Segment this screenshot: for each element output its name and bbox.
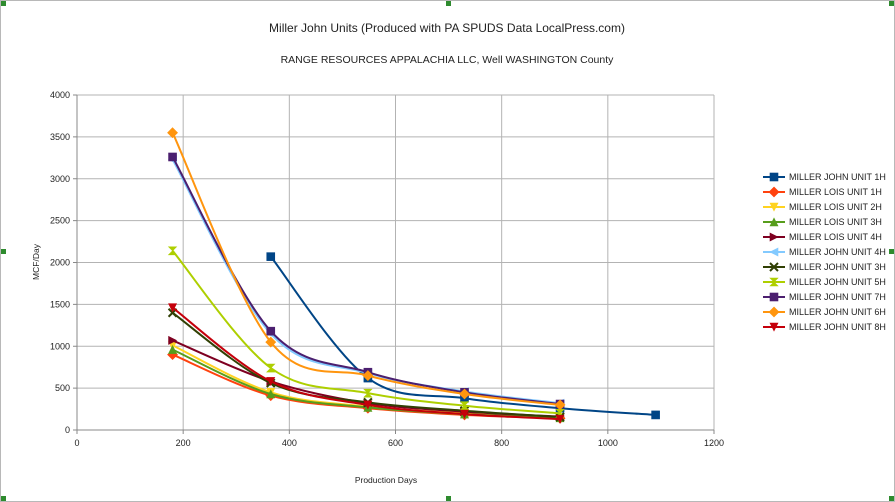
x-tick-label: 1000	[598, 438, 618, 448]
y-tick-label: 4000	[50, 90, 70, 100]
data-point	[266, 252, 276, 261]
resize-handle-top-middle[interactable]	[446, 1, 451, 6]
legend-item: MILLER LOIS UNIT 1H	[763, 186, 882, 198]
y-tick-label: 1500	[50, 299, 70, 309]
legend-item: MILLER JOHN UNIT 4H	[763, 247, 886, 257]
legend-label: MILLER JOHN UNIT 6H	[789, 307, 886, 317]
data-point	[168, 344, 178, 354]
resize-handle-bottom-left[interactable]	[1, 496, 6, 501]
legend-label: MILLER JOHN UNIT 4H	[789, 247, 886, 257]
y-tick-label: 2000	[50, 258, 70, 268]
legend-swatch-marker	[769, 217, 779, 227]
legend-swatch-marker	[769, 292, 779, 302]
legend-label: MILLER JOHN UNIT 3H	[789, 262, 886, 272]
legend-item: MILLER JOHN UNIT 5H	[763, 277, 886, 287]
x-tick-label: 200	[176, 438, 191, 448]
legend-swatch-marker	[769, 232, 779, 242]
data-point	[168, 335, 178, 345]
data-point	[168, 303, 178, 313]
series-line	[172, 311, 561, 418]
resize-handle-top-right[interactable]	[889, 1, 894, 6]
resize-handle-bottom-right[interactable]	[889, 496, 894, 501]
legend-label: MILLER LOIS UNIT 4H	[789, 232, 882, 242]
data-point	[167, 127, 178, 139]
y-tick-label: 0	[65, 425, 70, 435]
legend-item: MILLER JOHN UNIT 8H	[763, 322, 886, 332]
resize-handle-top-left[interactable]	[1, 1, 6, 6]
legend-item: MILLER JOHN UNIT 6H	[763, 306, 886, 318]
data-point	[167, 246, 178, 256]
series-8	[168, 152, 565, 409]
legend-item: MILLER JOHN UNIT 1H	[763, 172, 886, 182]
data-point	[266, 377, 276, 387]
x-tick-label: 1200	[704, 438, 724, 448]
legend-swatch-marker	[769, 262, 779, 272]
chart-title: Miller John Units (Produced with PA SPUD…	[269, 21, 625, 35]
resize-handle-middle-right[interactable]	[889, 249, 894, 254]
legend-label: MILLER JOHN UNIT 1H	[789, 172, 886, 182]
y-tick-label: 3500	[50, 132, 70, 142]
y-tick-label: 1000	[50, 341, 70, 351]
data-point	[363, 400, 373, 410]
legend-swatch-marker	[768, 306, 780, 318]
series-7	[167, 246, 565, 418]
y-tick-label: 500	[55, 383, 70, 393]
legend-item: MILLER JOHN UNIT 3H	[763, 262, 886, 272]
y-tick-label: 3000	[50, 174, 70, 184]
y-axis-title: MCF/Day	[31, 243, 41, 280]
legend: MILLER JOHN UNIT 1H MILLER LOIS UNIT 1H MI…	[763, 172, 886, 332]
legend-item: MILLER LOIS UNIT 4H	[763, 232, 882, 242]
legend-item: MILLER JOHN UNIT 7H	[763, 292, 886, 302]
y-tick-label: 2500	[50, 216, 70, 226]
legend-swatch-marker	[769, 277, 779, 287]
x-tick-label: 600	[388, 438, 403, 448]
legend-label: MILLER LOIS UNIT 2H	[789, 202, 882, 212]
x-tick-label: 800	[494, 438, 509, 448]
legend-label: MILLER JOHN UNIT 7H	[789, 292, 886, 302]
series-9	[167, 127, 566, 411]
data-point	[363, 388, 373, 398]
legend-swatch-marker	[769, 172, 779, 182]
data-point	[266, 363, 276, 373]
series-1	[167, 349, 566, 424]
legend-swatch-marker	[769, 247, 779, 257]
series-line	[171, 156, 561, 405]
series-line	[171, 132, 561, 406]
data-point	[266, 389, 276, 399]
data-point	[459, 388, 470, 400]
series-line	[171, 250, 561, 415]
legend-swatch-marker	[769, 202, 779, 212]
x-tick-label: 400	[282, 438, 297, 448]
legend-label: MILLER JOHN UNIT 8H	[789, 322, 886, 332]
legend-item: MILLER LOIS UNIT 2H	[763, 202, 882, 212]
x-tick-label: 0	[74, 438, 79, 448]
series-10	[168, 303, 565, 424]
data-point	[651, 410, 660, 420]
resize-handle-middle-left[interactable]	[1, 249, 6, 254]
legend-label: MILLER JOHN UNIT 5H	[789, 277, 886, 287]
x-axis-title: Production Days	[355, 475, 417, 485]
resize-handle-bottom-middle[interactable]	[446, 496, 451, 501]
data-point	[555, 414, 565, 424]
legend-label: MILLER LOIS UNIT 3H	[789, 217, 882, 227]
series-lines	[167, 127, 660, 424]
data-point	[265, 336, 277, 348]
data-point	[168, 152, 177, 162]
legend-swatch-marker	[769, 322, 779, 332]
legend-item: MILLER LOIS UNIT 3H	[763, 217, 882, 227]
data-point	[362, 370, 374, 381]
legend-swatch-marker	[768, 186, 780, 198]
legend-label: MILLER LOIS UNIT 1H	[789, 187, 882, 197]
data-point	[266, 326, 276, 336]
chart-subtitle: RANGE RESOURCES APPALACHIA LLC, Well WAS…	[281, 54, 615, 66]
series-line	[171, 306, 561, 421]
axes: 0 500 1000 1500 2000 2500 3000 3500 4000 0 200 400 6…	[50, 90, 724, 448]
data-point	[459, 401, 470, 411]
data-point	[554, 399, 566, 411]
series-line	[270, 255, 656, 416]
data-point	[460, 409, 469, 419]
